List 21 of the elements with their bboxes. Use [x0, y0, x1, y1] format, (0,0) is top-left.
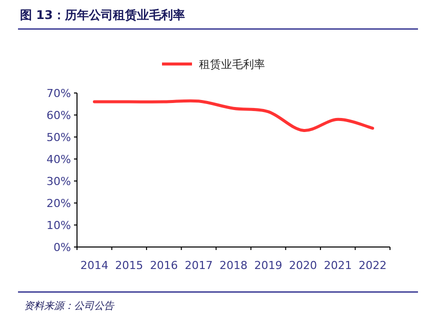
y-tick-label: 30%: [46, 175, 71, 188]
x-tick-label: 2016: [150, 259, 178, 272]
y-tick-label: 40%: [46, 153, 71, 166]
x-tick-label: 2017: [184, 259, 213, 272]
chart-title: 图 13：历年公司租赁业毛利率: [20, 8, 185, 22]
x-tick-label: 2019: [254, 259, 282, 272]
y-tick-label: 60%: [46, 109, 71, 122]
y-tick-label: 20%: [46, 197, 71, 210]
text: 资料来源：公司公告: [24, 300, 115, 312]
x-tick-label: 2020: [289, 259, 318, 272]
y-tick-label: 70%: [46, 87, 71, 100]
legend-label: 租赁业毛利率: [199, 58, 265, 71]
y-tick-label: 0%: [54, 241, 71, 254]
line-series: [92, 99, 374, 132]
x-tick-label: 2015: [115, 259, 144, 272]
x-tick-label: 2022: [358, 259, 387, 272]
y-tick-label: 10%: [46, 219, 71, 232]
x-tick-label: 2018: [220, 259, 248, 272]
x-tick-label: 2014: [80, 259, 108, 272]
x-tick-label: 2021: [324, 259, 352, 272]
y-tick-label: 50%: [46, 131, 71, 144]
